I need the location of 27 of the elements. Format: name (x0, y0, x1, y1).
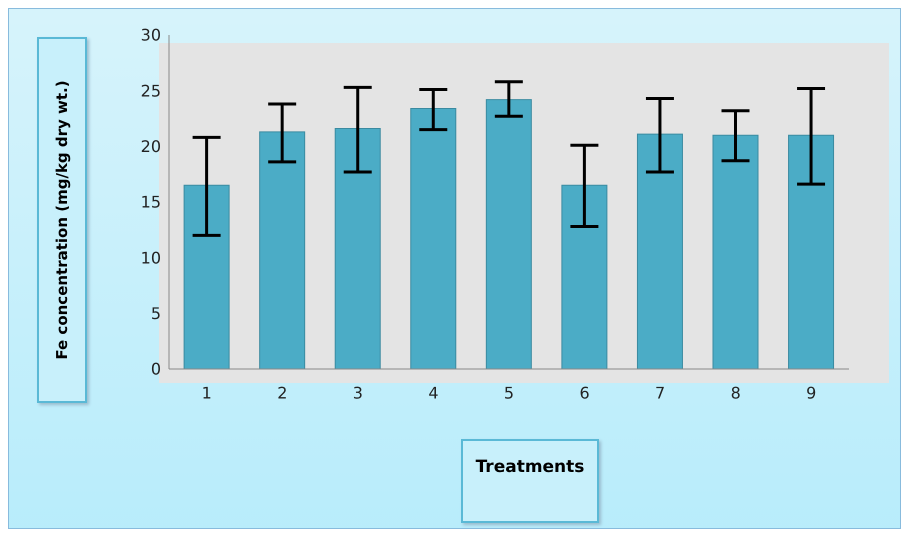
x-tick-label: 5 (504, 383, 514, 402)
y-tick-label: 30 (140, 26, 161, 45)
y-tick-label: 5 (150, 304, 161, 324)
x-tick-label: 6 (579, 383, 590, 402)
bar (712, 134, 758, 369)
y-tick-label: 10 (140, 248, 161, 268)
x-tick-label: 4 (428, 383, 439, 402)
x-tick-label: 9 (806, 383, 816, 402)
y-tick-label: 0 (150, 360, 161, 379)
bar (561, 184, 608, 369)
y-tick-label: 15 (140, 192, 161, 212)
x-tick-label: 8 (730, 383, 741, 402)
x-tick-label: 1 (202, 383, 212, 402)
bar (334, 128, 381, 369)
bar (486, 99, 532, 369)
y-axis-title: Fe concentration (mg/kg dry wt.) (53, 80, 71, 360)
y-tick-label: 20 (140, 137, 161, 156)
bar (184, 184, 230, 369)
x-tick-label: 3 (352, 383, 363, 402)
bar (636, 134, 683, 369)
bar (259, 131, 306, 369)
x-tick-label: 2 (277, 383, 288, 402)
bar (788, 134, 834, 369)
y-tick-label: 25 (140, 81, 161, 100)
x-tick-label: 7 (655, 383, 666, 402)
bar (410, 108, 456, 369)
x-axis-title: Treatments (474, 457, 586, 477)
